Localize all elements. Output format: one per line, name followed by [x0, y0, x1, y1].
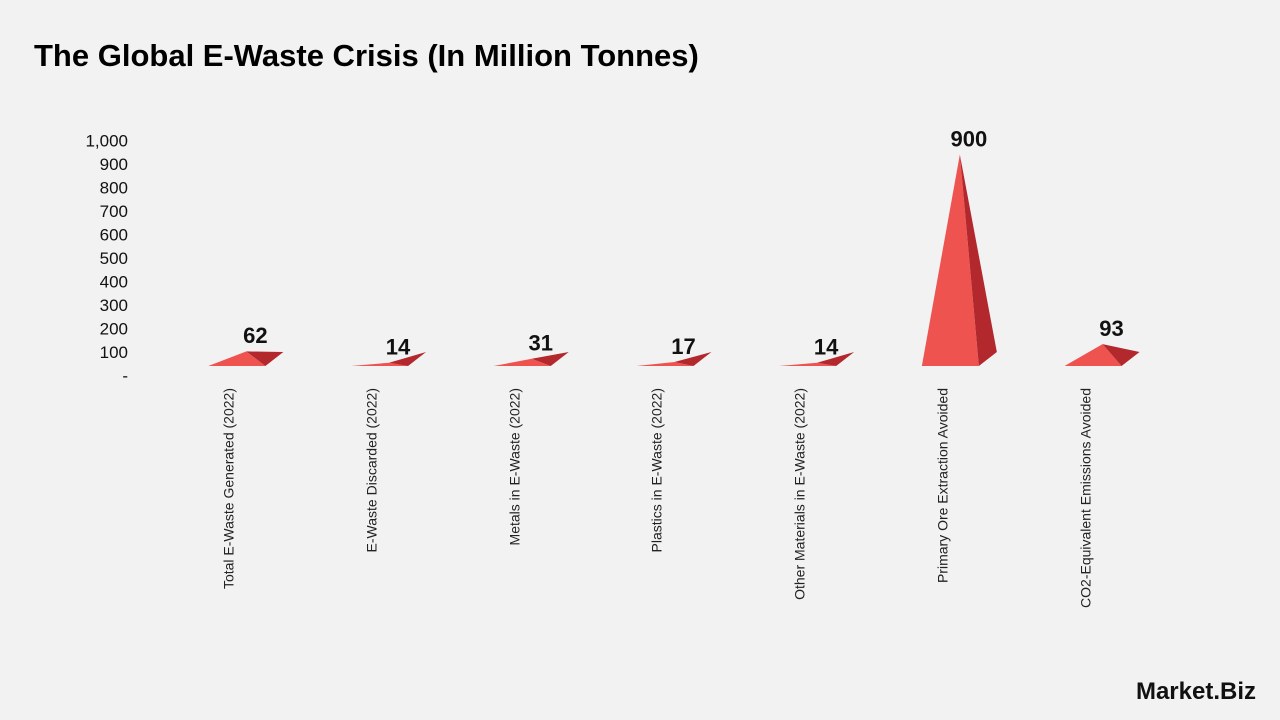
pyramid-front	[208, 351, 266, 366]
x-tick-label: Other Materials in E-Waste (2022)	[791, 388, 808, 600]
pyramid-side	[389, 352, 427, 366]
y-tick-label: 400	[100, 272, 128, 291]
pyramid	[351, 352, 427, 366]
y-tick-label: 700	[100, 202, 128, 221]
y-tick-label: 900	[100, 155, 128, 174]
pyramid-front	[493, 358, 551, 366]
pyramid-side	[246, 351, 284, 366]
pyramid-front	[1064, 344, 1122, 366]
pyramid-side	[674, 352, 712, 366]
brand-logo: Market.Biz	[1135, 678, 1256, 705]
y-tick-label: 1,000	[85, 131, 128, 150]
data-label: 93	[1099, 316, 1123, 341]
chart-title: The Global E-Waste Crisis (In Million To…	[34, 38, 699, 73]
x-tick-label: Metals in E-Waste (2022)	[506, 388, 523, 546]
x-tick-label: Total E-Waste Generated (2022)	[220, 388, 237, 590]
data-label: 900	[950, 126, 987, 151]
pyramid	[921, 154, 997, 366]
pyramid-side	[959, 154, 997, 366]
y-tick-label: 200	[100, 319, 128, 338]
data-label: 17	[671, 334, 695, 359]
data-label: 31	[529, 331, 553, 356]
pyramid	[779, 352, 855, 366]
pyramid-side	[817, 352, 855, 366]
x-tick-label: CO2-Equivalent Emissions Avoided	[1077, 388, 1094, 608]
pyramid	[208, 351, 284, 366]
data-label: 14	[814, 335, 839, 360]
y-tick-label: 500	[100, 249, 128, 268]
data-label: 14	[386, 335, 411, 360]
y-tick-label: 800	[100, 178, 128, 197]
data-label: 62	[243, 323, 267, 348]
y-tick-label: 100	[100, 343, 128, 362]
pyramid	[636, 352, 712, 366]
pyramid	[493, 352, 569, 366]
x-tick-label: E-Waste Discarded (2022)	[363, 388, 380, 553]
y-tick-label: -	[122, 366, 128, 385]
y-tick-label: 600	[100, 225, 128, 244]
y-tick-label: 300	[100, 296, 128, 315]
pyramid	[1064, 344, 1140, 366]
x-tick-label: Plastics in E-Waste (2022)	[648, 388, 665, 553]
pyramid-front	[351, 362, 409, 366]
pyramid-front	[779, 362, 837, 366]
pyramid-side	[531, 352, 569, 366]
x-tick-label: Primary Ore Extraction Avoided	[934, 388, 951, 584]
pyramid-side	[1102, 344, 1140, 366]
